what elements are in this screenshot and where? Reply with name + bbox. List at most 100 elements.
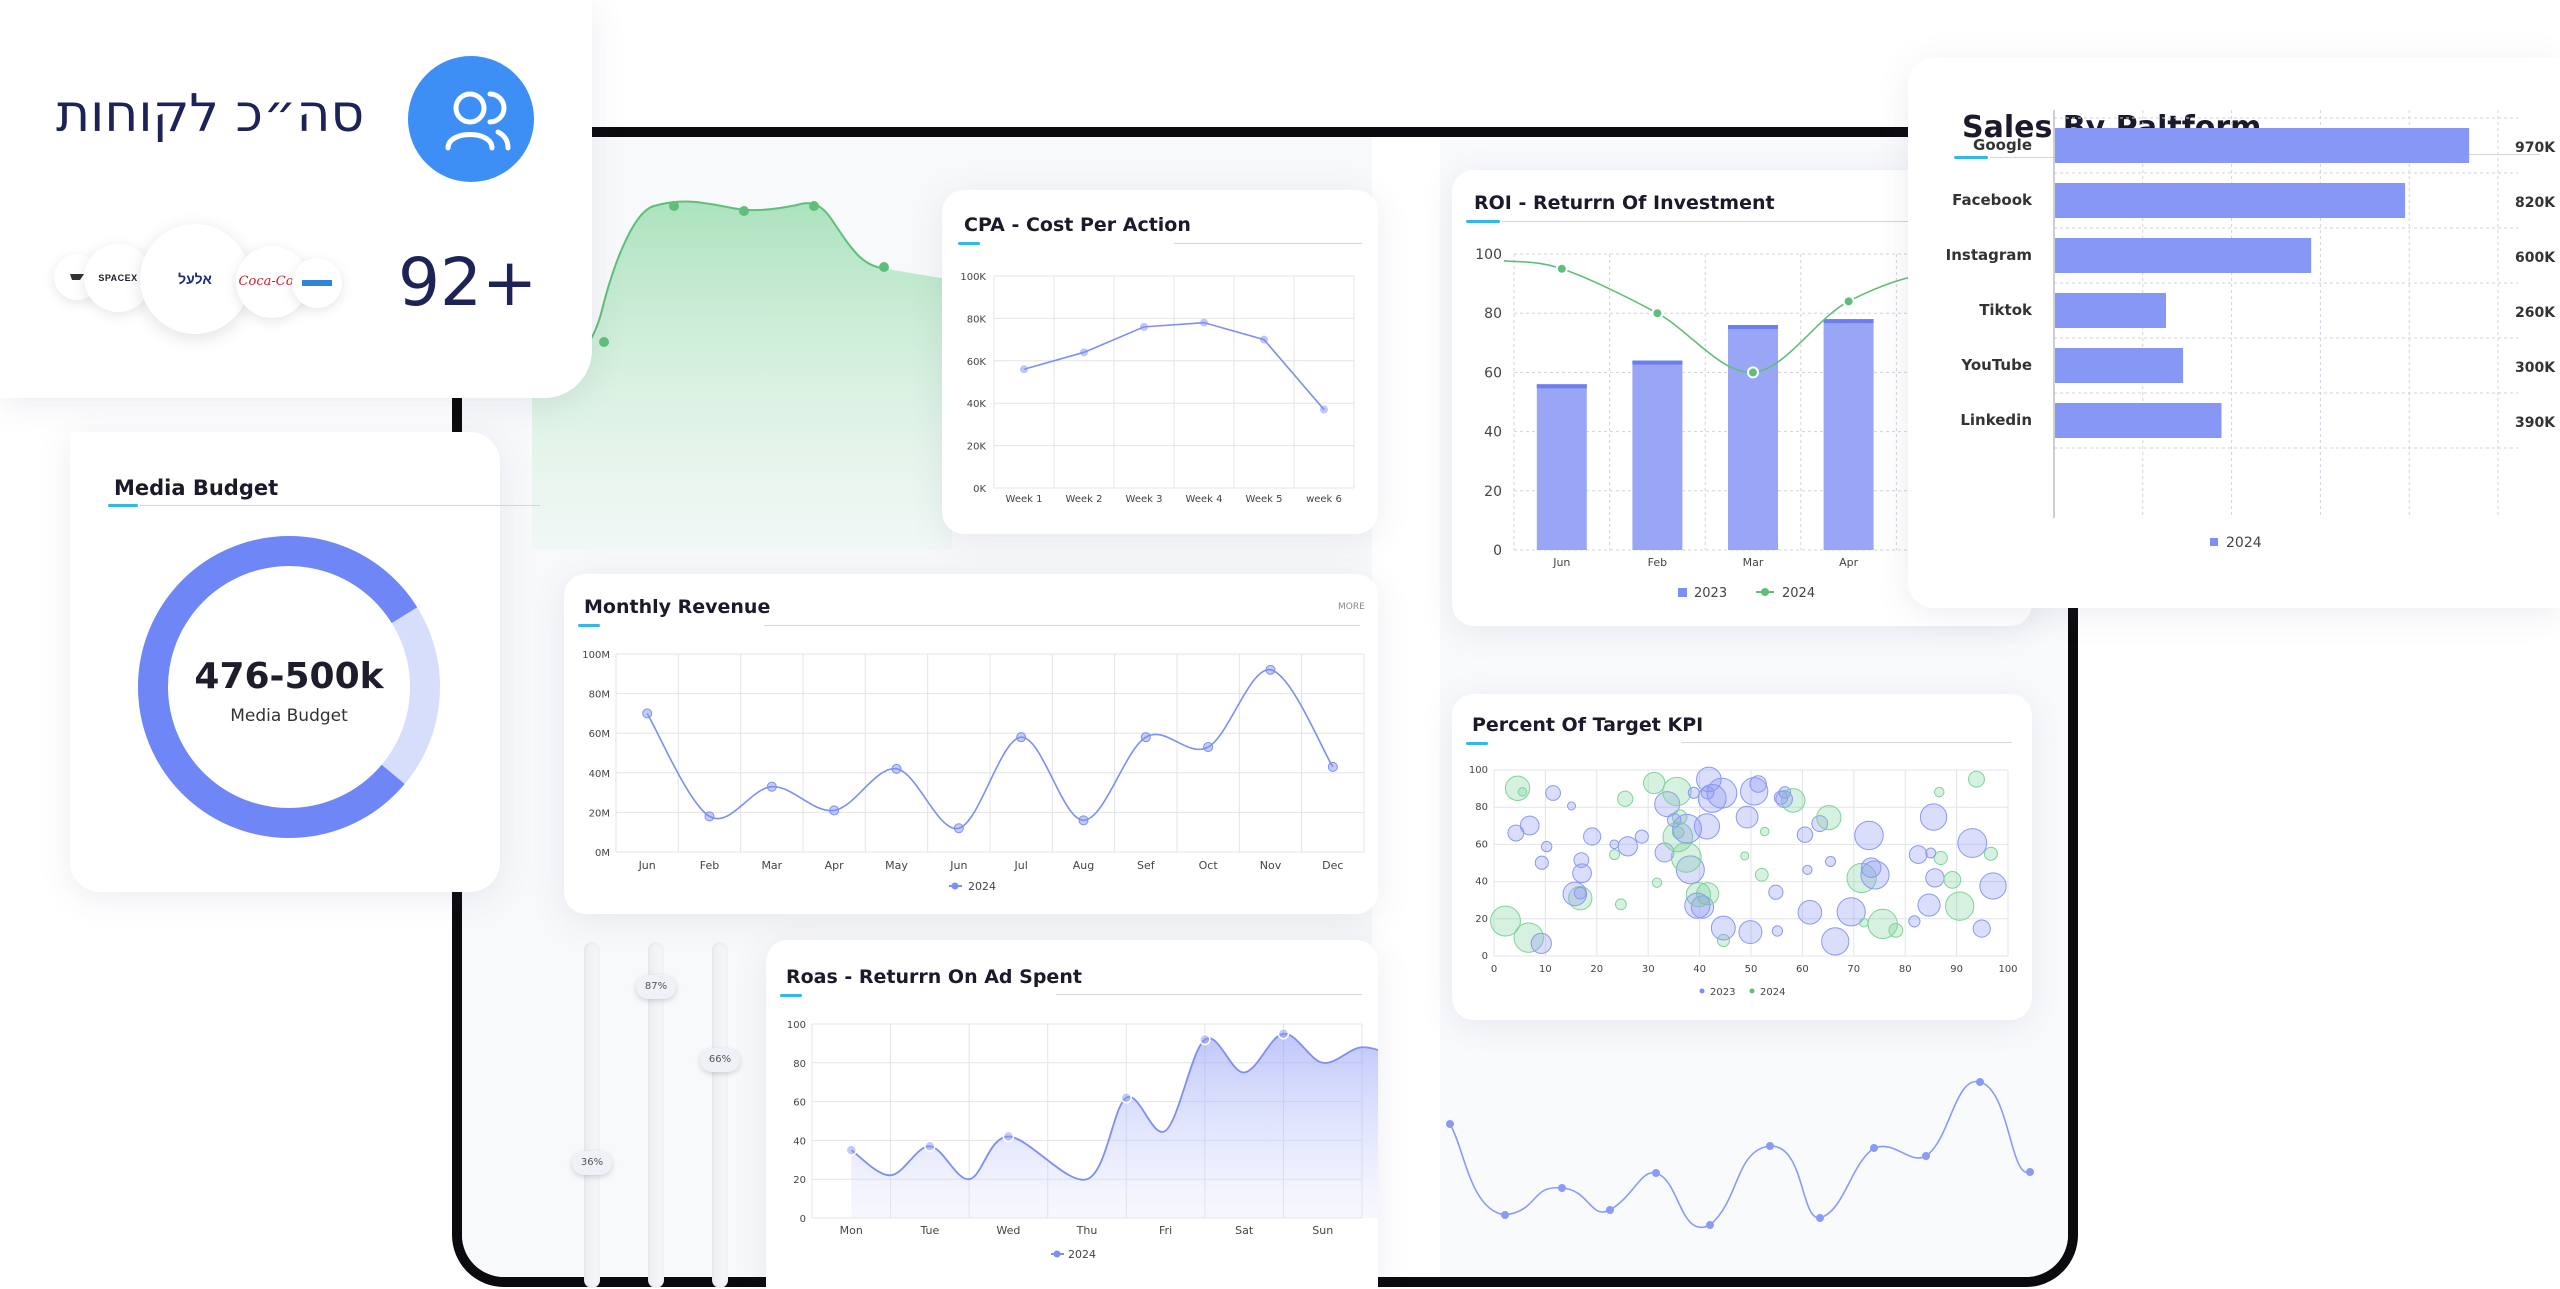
x-tick-label: Mar: [1743, 556, 1764, 569]
monthly-point: [891, 763, 902, 774]
title-underline: [958, 242, 980, 245]
monthly-point: [953, 823, 964, 834]
x-tick-label: Week 1: [1006, 494, 1043, 505]
roi-title: ROI - Returrn Of Investment: [1474, 192, 1775, 214]
more-link[interactable]: MORE: [1338, 602, 1365, 612]
kpi-bubble-2023: [1979, 872, 2007, 900]
x-tick-label: Oct: [1199, 859, 1219, 872]
kpi-bubble-2023: [1768, 884, 1784, 900]
kpi-bubble-2024: [1759, 826, 1770, 837]
roas-point: [1120, 1091, 1133, 1104]
slider-track-3[interactable]: [712, 942, 728, 1288]
sales-chart: Google 970K Facebook 820K Instagram 600K Tikto…: [1946, 110, 2556, 551]
x-tick-label: May: [885, 859, 908, 872]
slider-knob-3[interactable]: 66%: [700, 1047, 740, 1072]
kpi-bubble-2024: [1888, 922, 1904, 938]
legend-swatch-2024: [2210, 538, 2218, 546]
kpi-bubble-2023: [1534, 855, 1549, 870]
kpi-bubble-2023: [1797, 900, 1823, 925]
media-budget-arc: [138, 536, 440, 838]
y-tick-label: 20: [1484, 484, 1502, 500]
roi-point-2024: [1842, 295, 1855, 308]
x-tick-label: 80: [1899, 964, 1912, 975]
y-tick-label: 20K: [967, 442, 987, 453]
tablet-edge: [452, 398, 462, 432]
kpi-bubble-2024: [1740, 851, 1750, 861]
legend-label-2024: 2024: [1760, 987, 1785, 998]
y-tick-label: 80M: [589, 690, 610, 701]
roas-area: [851, 1033, 1378, 1218]
decor-green-area: [532, 200, 952, 550]
cpa-card: CPA - Cost Per Action 100K 80K 60K 40K 20K 0K…: [942, 190, 1378, 534]
slider-knob-1[interactable]: 36%: [572, 1151, 612, 1176]
kpi-bubble-2023: [1545, 785, 1561, 801]
x-tick-label: 100: [1998, 964, 2017, 975]
kpi-bubble-2023: [1821, 927, 1850, 956]
kpi-bubble-2023: [1530, 932, 1552, 954]
roi-bar-2023: [1632, 360, 1683, 550]
sales-value-label: 820K: [2515, 195, 2556, 211]
kpi-bubble-2023: [1572, 863, 1592, 884]
x-tick-label: 40: [1693, 964, 1706, 975]
title-rule: [1682, 742, 2012, 743]
kpi-bubble-2023: [1654, 791, 1681, 818]
kpi-bubble-2023: [1796, 826, 1814, 843]
y-tick-label: 40K: [967, 399, 987, 410]
cpa-title: CPA - Cost Per Action: [964, 214, 1191, 236]
title-underline: [1466, 742, 1488, 745]
kpi-bubble-2023: [1738, 920, 1763, 945]
cpa-point: [1020, 365, 1028, 374]
x-tick-label: 30: [1642, 964, 1655, 975]
kpi-bubble-2024: [1662, 821, 1694, 853]
sales-bar: [2055, 348, 2184, 383]
kpi-bubble-2023: [1908, 845, 1928, 864]
roi-bar-cap: [1823, 319, 1874, 324]
roas-point: [1277, 1027, 1290, 1040]
x-tick-label: 20: [1590, 964, 1603, 975]
roas-point: [1002, 1130, 1015, 1143]
kpi-bubble-2024: [1504, 775, 1531, 801]
kpi-chart: 100 80 60 40 20 00 10 20 30 40 50 60 70 80 90 100 2023 20…: [1469, 765, 2018, 998]
slider-track-1[interactable]: [584, 942, 600, 1288]
y-tick-label: 20: [1475, 914, 1488, 925]
slider-track-2[interactable]: [648, 942, 664, 1288]
sales-bar-label: Instagram: [1946, 246, 2032, 264]
kpi-bubble-2024: [1614, 898, 1627, 911]
kpi-bubble-2023: [1562, 881, 1588, 907]
roas-chart: 100 80 60 40 20 0 Mon Tue Wed Thu Fri Sat Sun 2024: [787, 1020, 1378, 1261]
sales-bar-label: Linkedin: [1960, 411, 2032, 429]
cpa-chart: 100K 80K 60K 40K 20K 0K Week 1 Week 2 Week 3 Week…: [960, 272, 1355, 505]
slider-knob-2[interactable]: 87%: [636, 974, 676, 999]
monthly-chart: 100M 80M 60M 40M 20M 0M Jun Feb Mar Apr May Jun Jul A…: [582, 650, 1365, 893]
y-tick-label: 80: [793, 1059, 806, 1070]
media-budget-value: 476-500k: [194, 656, 384, 697]
title-underline: [108, 504, 138, 507]
x-tick-label: 90: [1950, 964, 1963, 975]
media-budget-title: Media Budget: [114, 476, 279, 500]
legend-swatch-2024: [1053, 1250, 1061, 1258]
roas-point: [845, 1144, 858, 1156]
sales-bar: [2055, 238, 2312, 273]
y-tick-label: 60: [793, 1098, 806, 1109]
kpi-bubble-2023: [1710, 915, 1736, 941]
roas-card: Roas - Returrn On Ad Spent 100 80 60 40 20 0 M…: [766, 940, 1378, 1289]
sales-bar: [2055, 293, 2166, 328]
customers-count: 92+: [398, 244, 538, 321]
kpi-bubble-2023: [1824, 856, 1837, 868]
x-tick-label: Week 2: [1066, 494, 1103, 505]
decor-wave-line: [1446, 1078, 2034, 1229]
y-tick-label: 0: [800, 1214, 806, 1225]
legend-label-2023: 2023: [1694, 586, 1727, 601]
x-tick-label: Wed: [996, 1224, 1020, 1237]
legend-swatch-2024: [1761, 588, 1769, 596]
title-underline: [1954, 156, 1988, 159]
kpi-bubble-2023: [1573, 852, 1590, 868]
sales-bar-label: Google: [1973, 136, 2032, 154]
x-tick-label: Feb: [1648, 556, 1667, 569]
cpa-point: [1260, 335, 1268, 344]
kpi-bubble-2024: [1816, 804, 1842, 831]
kpi-bubble-2024: [1933, 850, 1948, 866]
x-tick-label: Jun: [1552, 556, 1570, 569]
x-tick-label: 0: [1491, 964, 1497, 975]
customers-card: סה״כ לקוחות SPACEX אלעל Coca-Cola 92+: [0, 0, 592, 398]
